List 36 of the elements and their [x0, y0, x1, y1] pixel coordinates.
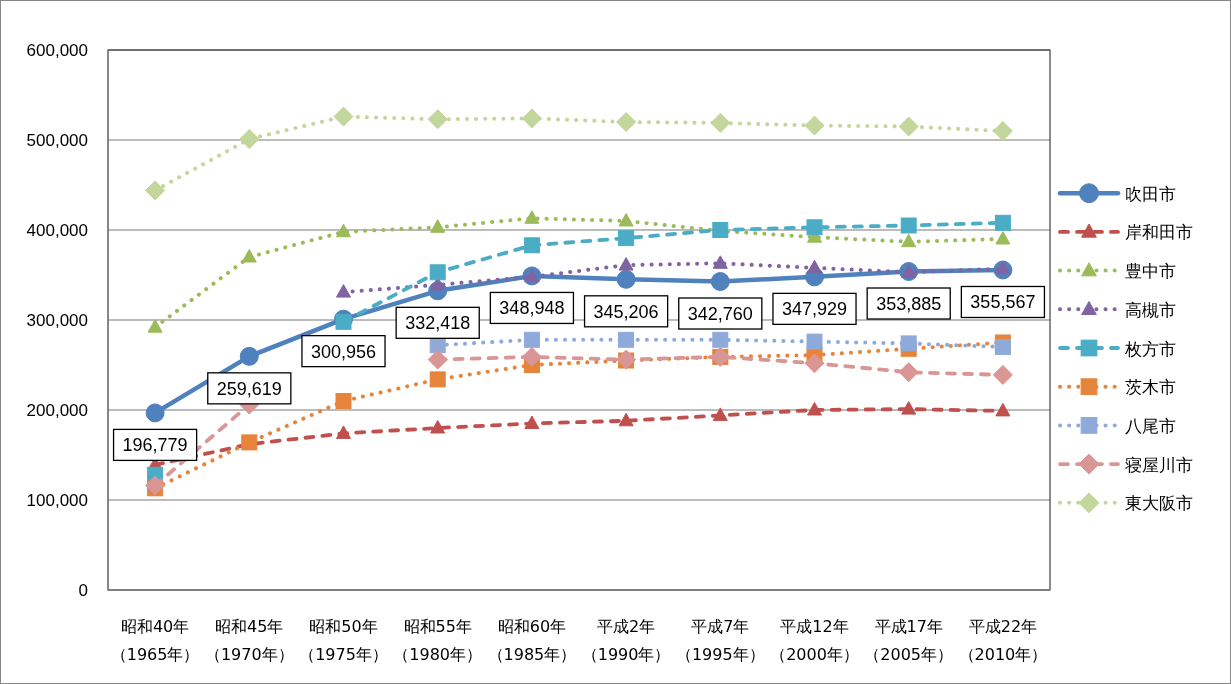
data-label: 345,206	[593, 301, 659, 322]
legend-label: 岸和田市	[1125, 222, 1193, 243]
legend-label: 茨木市	[1125, 377, 1176, 398]
x-tick-label: 平成2年（1990年）	[580, 616, 672, 666]
legend-label: 高槻市	[1125, 299, 1176, 320]
legend-label: 枚方市	[1124, 338, 1176, 359]
data-label: 196,779	[122, 435, 188, 456]
legend-label: 八尾市	[1125, 415, 1176, 436]
data-label: 342,760	[687, 304, 753, 325]
y-tick-label: 600,000	[26, 41, 88, 60]
y-tick-label: 100,000	[26, 491, 88, 510]
x-tick-label: 昭和40年（1965年）	[109, 616, 201, 666]
x-tick-label: 平成17年（2005年）	[863, 616, 955, 666]
data-label: 348,948	[499, 298, 565, 319]
x-tick-label: 平成7年（1995年）	[674, 616, 766, 666]
x-tick-label: 平成12年（2000年）	[769, 616, 860, 666]
data-label: 332,418	[405, 313, 471, 334]
y-tick-label: 300,000	[26, 311, 88, 330]
data-label: 347,929	[781, 299, 848, 320]
legend-label: 寝屋川市	[1125, 454, 1193, 475]
legend-label: 吹田市	[1125, 183, 1176, 204]
legend-label: 豊中市	[1125, 261, 1176, 282]
data-label: 353,885	[876, 294, 942, 314]
x-tick-label: 昭和45年（1970年）	[203, 616, 295, 666]
data-label: 259,619	[216, 378, 282, 399]
data-label: 300,956	[310, 341, 377, 362]
y-tick-label: 400,000	[26, 221, 88, 240]
data-label: 355,567	[970, 292, 1036, 313]
x-tick-label: 昭和55年（1980年）	[392, 616, 484, 666]
y-tick-label: 0	[78, 581, 88, 600]
legend-label: 東大阪市	[1125, 493, 1193, 514]
x-tick-label: 昭和60年（1985年）	[486, 616, 578, 666]
y-tick-label: 500,000	[26, 131, 88, 150]
y-tick-label: 200,000	[26, 401, 88, 420]
x-tick-label: 平成22年（2010年）	[957, 616, 1049, 666]
x-tick-label: 昭和50年（1975年）	[298, 616, 389, 666]
